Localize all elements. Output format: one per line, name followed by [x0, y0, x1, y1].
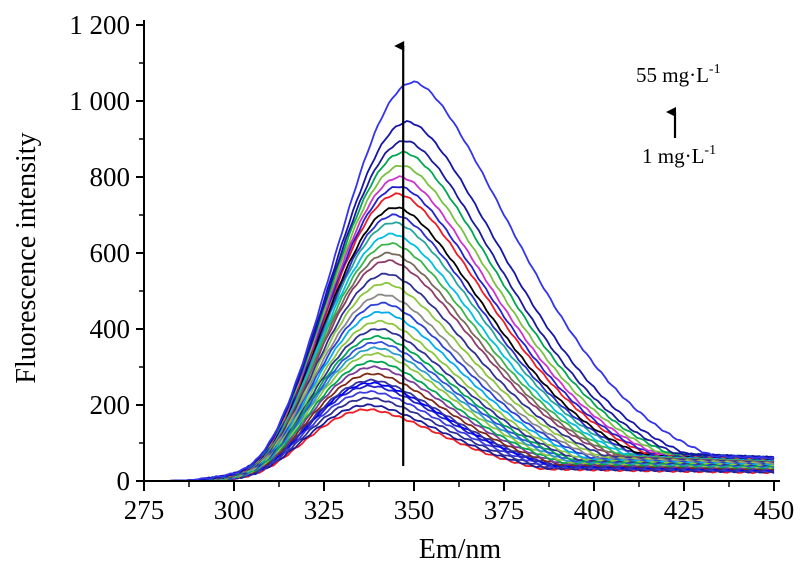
x-tick-label: 425: [664, 495, 705, 525]
spectrum-line-29: [144, 192, 775, 482]
spectrum-line-36: [144, 80, 775, 482]
x-tick-label: 350: [394, 495, 435, 525]
x-tick-label: 300: [214, 495, 255, 525]
spectrum-line-34: [144, 140, 775, 482]
y-tick-label: 400: [90, 314, 131, 344]
y-tick-label: 1 200: [69, 10, 130, 40]
ticks: 0 200 400 600 800 1 000 1 200 275 300 325 350 375 40…: [69, 10, 794, 525]
annotation-top: 55 mg·L-1: [636, 62, 721, 87]
y-tick-label: 200: [90, 390, 131, 420]
y-tick-label: 800: [90, 162, 131, 192]
y-tick-label: 0: [117, 466, 131, 496]
x-tick-label: 275: [124, 495, 165, 525]
annotation-bottom: 1 mg·L-1: [642, 143, 716, 168]
y-tick-label: 1 000: [69, 86, 130, 116]
concentration-legend: 55 mg·L-1 1 mg·L-1: [636, 62, 721, 168]
x-tick-label: 375: [484, 495, 525, 525]
x-axis-title: Em/nm: [419, 534, 502, 565]
x-tick-label: 325: [304, 495, 345, 525]
x-tick-label: 450: [754, 495, 795, 525]
series-group: [144, 80, 775, 482]
y-axis-title: Fluorescence intensity: [11, 132, 42, 383]
spectrum-line-27: [144, 213, 775, 482]
x-tick-label: 400: [574, 495, 615, 525]
y-tick-label: 600: [90, 238, 131, 268]
spectrum-line-30: [144, 185, 775, 482]
